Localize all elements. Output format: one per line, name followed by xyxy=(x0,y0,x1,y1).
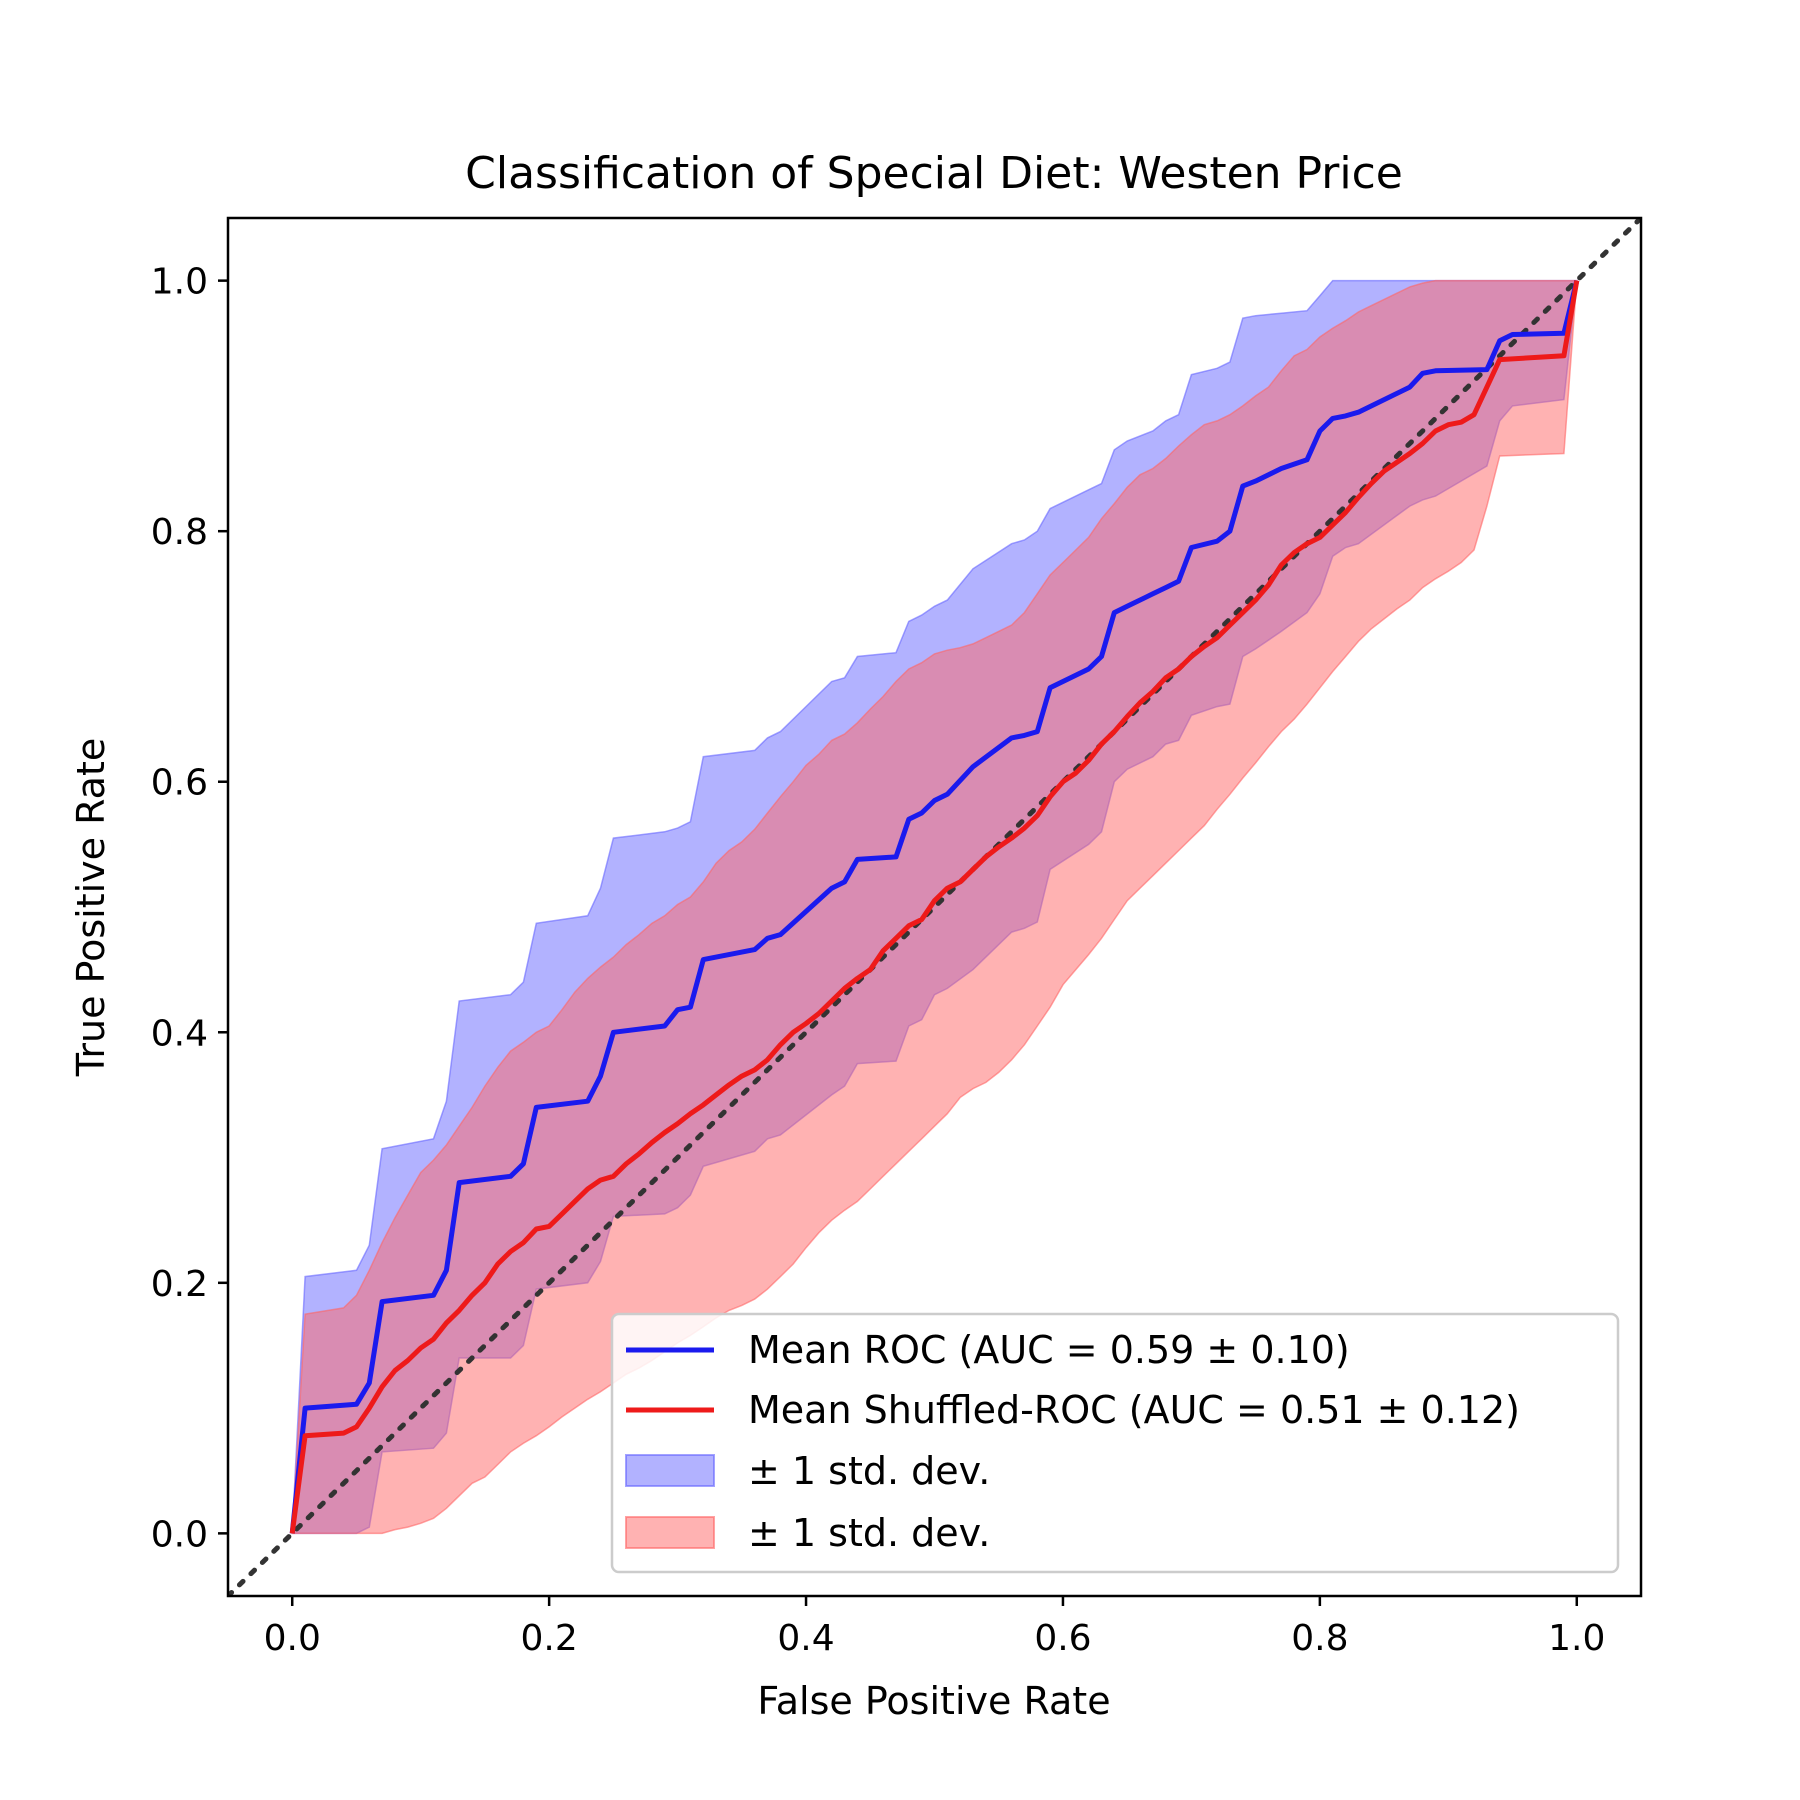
y-tick-label: 0.4 xyxy=(151,1013,208,1054)
x-axis-label: False Positive Rate xyxy=(757,1679,1110,1723)
y-axis-label: True Positive Rate xyxy=(69,738,113,1078)
legend-label-mean-roc: Mean ROC (AUC = 0.59 ± 0.10) xyxy=(748,1328,1350,1372)
legend-label-blue-band: ± 1 std. dev. xyxy=(748,1449,990,1493)
y-tick-label: 0.8 xyxy=(151,512,208,553)
x-tick-label: 0.2 xyxy=(521,1618,578,1659)
chart-title: Classification of Special Diet: Westen P… xyxy=(465,148,1403,199)
y-axis: 0.0 0.2 0.4 0.6 0.8 1.0 xyxy=(151,262,228,1555)
x-tick-label: 0.0 xyxy=(264,1618,321,1659)
mean-shuffled-roc-line xyxy=(289,280,1580,1534)
x-tick-label: 0.8 xyxy=(1291,1618,1348,1659)
y-tick-label: 0.0 xyxy=(151,1514,208,1555)
y-tick-label: 1.0 xyxy=(151,262,208,303)
y-tick-label: 0.6 xyxy=(151,763,208,804)
x-tick-label: 1.0 xyxy=(1548,1618,1605,1659)
plot-frame xyxy=(226,216,1643,1598)
x-tick-label: 0.4 xyxy=(777,1618,834,1659)
legend-box xyxy=(610,1312,1620,1574)
x-axis: 0.0 0.2 0.4 0.6 0.8 1.0 xyxy=(264,1596,1605,1659)
legend-label-mean-shuffled-roc: Mean Shuffled-ROC (AUC = 0.51 ± 0.12) xyxy=(748,1388,1520,1432)
legend-label-red-band: ± 1 std. dev. xyxy=(748,1511,990,1555)
legend-swatch-blue-band xyxy=(625,1454,715,1487)
legend-swatch-red-band xyxy=(625,1516,715,1549)
legend: Mean ROC (AUC = 0.59 ± 0.10) Mean Shuffl… xyxy=(610,1312,1620,1574)
y-tick-label: 0.2 xyxy=(151,1264,208,1305)
plot-area xyxy=(228,218,1641,1596)
x-tick-label: 0.6 xyxy=(1034,1618,1091,1659)
mean-roc-line xyxy=(289,280,1580,1534)
